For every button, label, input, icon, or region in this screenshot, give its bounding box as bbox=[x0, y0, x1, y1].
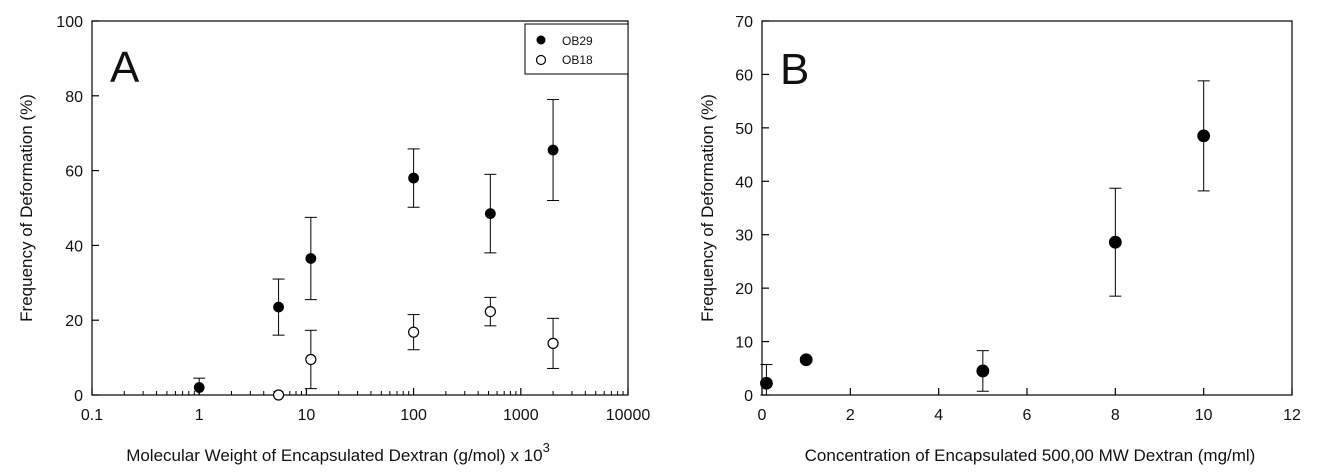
panel-a-x-axis-label: Molecular Weight of Encapsulated Dextran… bbox=[126, 440, 550, 465]
panel-a-x-axis-label-text: Molecular Weight of Encapsulated Dextran… bbox=[126, 446, 542, 465]
legend-ob18-label: OB18 bbox=[562, 53, 593, 67]
panel-a-y-axis-label: Frequency of Deformation (%) bbox=[17, 94, 36, 322]
panel-b-letter: B bbox=[780, 45, 809, 94]
panel-a-data-points bbox=[193, 144, 559, 401]
x-tick-label: 6 bbox=[1023, 407, 1032, 424]
x-tick-label: 100 bbox=[400, 407, 427, 424]
panel-b-chart: B 0 2 4 6 8 10 12 0 10 20 30 40 50 60 70 Frequency of … bbox=[698, 14, 1301, 465]
y-tick-label: 40 bbox=[735, 174, 753, 191]
panel-a-legend: OB29 OB18 bbox=[524, 23, 629, 75]
x-tick-label: 1000 bbox=[503, 407, 539, 424]
filled-data-point bbox=[273, 301, 284, 313]
y-tick-label: 100 bbox=[56, 14, 83, 31]
panel-a-axis-ticks bbox=[91, 20, 629, 396]
panel-b-axis-ticks bbox=[761, 20, 1293, 396]
y-tick-label: 20 bbox=[65, 313, 83, 330]
open-data-point bbox=[305, 353, 317, 366]
y-tick-label: 80 bbox=[65, 89, 83, 106]
open-data-point bbox=[547, 337, 559, 349]
x-tick-label: 4 bbox=[934, 407, 943, 424]
filled-data-point bbox=[1108, 235, 1122, 249]
x-tick-label: 10 bbox=[298, 407, 316, 424]
filled-data-point bbox=[760, 376, 773, 390]
panel-b-y-axis-label: Frequency of Deformation (%) bbox=[698, 94, 717, 322]
y-tick-label: 60 bbox=[735, 67, 753, 84]
x-tick-label: 0.1 bbox=[81, 407, 103, 424]
y-tick-label: 60 bbox=[65, 164, 83, 181]
filled-data-point bbox=[976, 364, 990, 378]
open-data-point bbox=[484, 305, 496, 318]
x-tick-label: 2 bbox=[846, 407, 855, 424]
open-data-point bbox=[272, 389, 285, 401]
x-tick-label: 12 bbox=[1283, 407, 1301, 424]
filled-data-point bbox=[408, 172, 420, 184]
filled-data-point bbox=[193, 382, 205, 393]
panel-a-plot-frame bbox=[91, 20, 629, 396]
panel-a-chart: A OB29 OB18 0.1 1 10 100 1000 10000 0 20 40 60 80 1… bbox=[17, 14, 650, 465]
y-tick-label: 30 bbox=[735, 228, 753, 245]
y-tick-label: 20 bbox=[735, 281, 753, 298]
filled-data-point bbox=[1197, 129, 1211, 143]
panel-a-x-axis-label-superscript: 3 bbox=[543, 440, 550, 455]
legend-ob29-marker bbox=[536, 35, 546, 45]
panel-b-tick-labels: 0 2 4 6 8 10 12 0 10 20 30 40 50 60 70 bbox=[735, 14, 1301, 424]
y-tick-label: 70 bbox=[735, 14, 753, 31]
y-tick-label: 0 bbox=[744, 388, 753, 405]
x-tick-label: 10000 bbox=[606, 407, 651, 424]
y-tick-label: 40 bbox=[65, 238, 83, 255]
y-tick-label: 10 bbox=[735, 335, 753, 352]
open-data-point bbox=[408, 326, 420, 338]
filled-data-point bbox=[799, 353, 813, 367]
panel-a-error-bars bbox=[193, 99, 560, 396]
panel-a-legend-box bbox=[524, 23, 629, 75]
x-tick-label: 1 bbox=[195, 407, 204, 424]
x-tick-label: 10 bbox=[1195, 407, 1213, 424]
panel-a-tick-labels: 0.1 1 10 100 1000 10000 0 20 40 60 80 100 bbox=[56, 14, 650, 424]
panel-b-x-axis-label: Concentration of Encapsulated 500,00 MW … bbox=[805, 446, 1256, 465]
panel-b-error-bars bbox=[760, 80, 1210, 396]
panel-b-data-points bbox=[760, 129, 1211, 390]
filled-data-point bbox=[305, 253, 317, 264]
x-tick-label: 8 bbox=[1111, 407, 1120, 424]
panel-b-plot-frame bbox=[761, 20, 1293, 396]
panel-a-letter: A bbox=[110, 43, 140, 92]
y-tick-label: 0 bbox=[74, 388, 83, 405]
y-tick-label: 50 bbox=[735, 121, 753, 138]
filled-data-point bbox=[547, 144, 559, 156]
x-tick-label: 0 bbox=[758, 407, 767, 424]
legend-ob29-label: OB29 bbox=[562, 34, 593, 48]
filled-data-point bbox=[484, 208, 496, 220]
legend-ob18-marker bbox=[535, 54, 547, 66]
